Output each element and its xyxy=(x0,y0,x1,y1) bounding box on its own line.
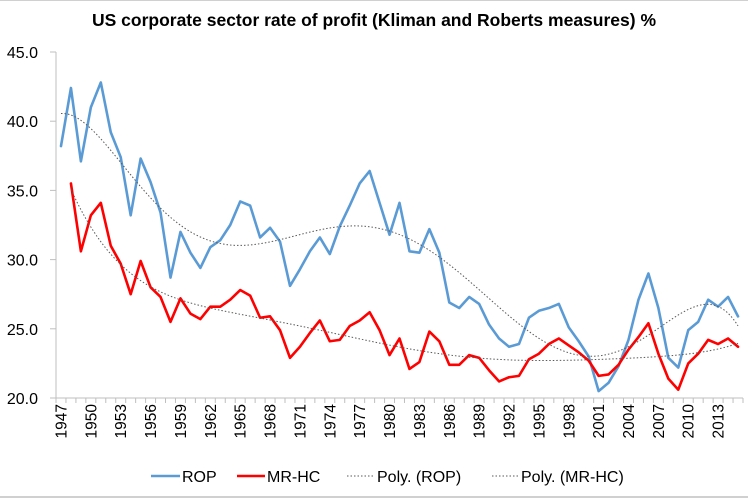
series-line-mr-hc xyxy=(69,182,740,391)
y-axis: 20.0 25.0 30.0 35.0 40.0 45.0 xyxy=(7,45,57,408)
legend: ROP MR-HC Poly. (ROP) Poly. (MR-HC) xyxy=(151,469,624,486)
y-tick-label: 25.0 xyxy=(7,322,38,339)
x-tick-label: 1977 xyxy=(352,404,369,438)
trendline-rop xyxy=(60,112,739,357)
legend-label: Poly. (MR-HC) xyxy=(521,469,624,486)
y-tick-label: 35.0 xyxy=(7,183,38,200)
legend-label: ROP xyxy=(182,469,217,486)
x-tick-label: 1965 xyxy=(233,404,250,438)
y-tick-label: 45.0 xyxy=(7,45,38,62)
x-tick-label: 1953 xyxy=(113,404,130,438)
x-axis: 1947 1950 1953 1956 1959 1962 1965 1968 1971 1974… xyxy=(53,397,744,439)
series-line-rop xyxy=(59,81,740,393)
x-tick-label: 2013 xyxy=(711,404,728,438)
x-tick-label: 2001 xyxy=(591,404,608,438)
x-tick-label: 1947 xyxy=(53,404,70,438)
legend-label: Poly. (ROP) xyxy=(377,469,461,486)
x-tick-label: 1971 xyxy=(292,404,309,438)
x-tick-label: 1974 xyxy=(322,404,339,439)
x-tick-label: 1968 xyxy=(263,404,280,438)
x-tick-label: 1959 xyxy=(173,404,190,438)
x-tick-label: 1986 xyxy=(442,404,459,438)
x-tick-label: 1983 xyxy=(412,404,429,438)
legend-item: Poly. (ROP) xyxy=(347,469,461,486)
x-tick-label: 1992 xyxy=(502,404,519,438)
plot-area xyxy=(59,81,740,393)
x-tick-label: 1950 xyxy=(83,404,100,439)
x-tick-label: 1995 xyxy=(531,404,548,438)
y-tick-label: 20.0 xyxy=(7,391,38,408)
y-tick-label: 30.0 xyxy=(7,253,38,270)
legend-item: Poly. (MR-HC) xyxy=(492,469,624,486)
x-tick-label: 2007 xyxy=(651,404,668,438)
x-tick-label: 1980 xyxy=(382,404,399,439)
trendline-mr-hc xyxy=(70,189,739,362)
x-tick-label: 1956 xyxy=(143,404,160,438)
x-tick-label: 1989 xyxy=(472,404,489,438)
frame-top-border xyxy=(0,0,748,1)
y-tick-label: 40.0 xyxy=(7,114,38,131)
chart-title: US corporate sector rate of profit (Klim… xyxy=(92,10,656,30)
x-tick-label: 2010 xyxy=(681,404,698,439)
frame-bottom-border xyxy=(0,496,748,498)
legend-item: ROP xyxy=(151,469,217,486)
x-tick-label: 2004 xyxy=(621,404,638,439)
x-tick-label: 1962 xyxy=(203,404,220,438)
x-tick-label: 1998 xyxy=(561,404,578,438)
legend-item: MR-HC xyxy=(237,469,320,486)
legend-label: MR-HC xyxy=(267,469,320,486)
